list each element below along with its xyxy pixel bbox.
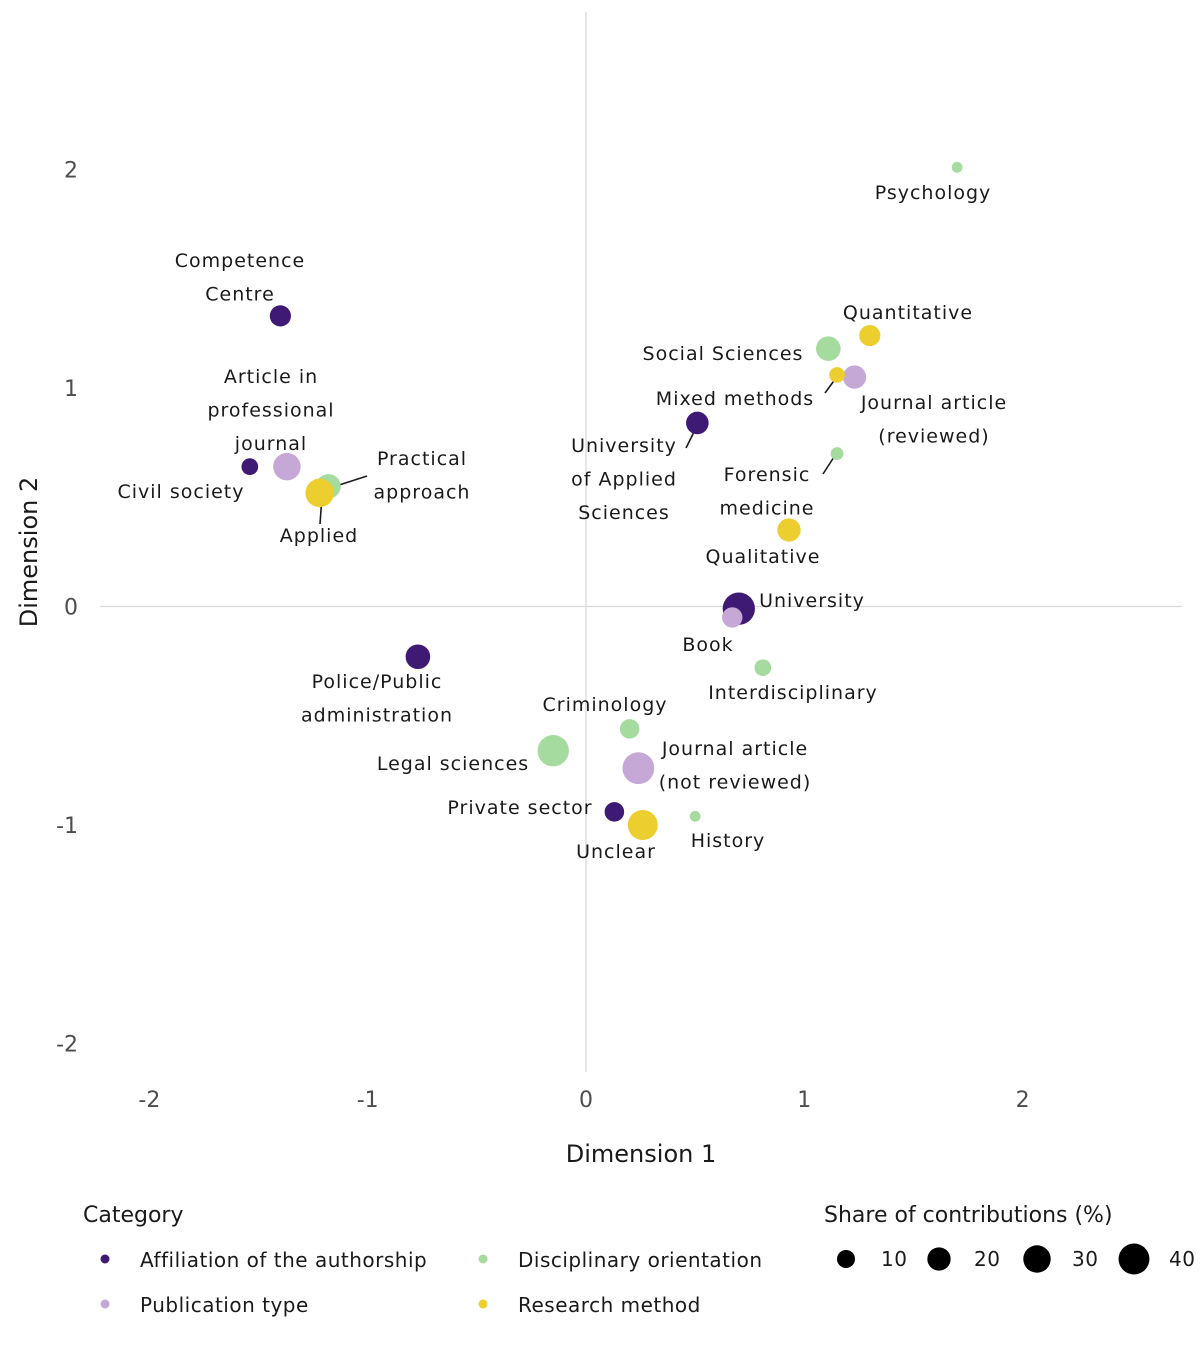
label-private-sector: Private sector [447, 797, 592, 819]
point-qualitative [777, 518, 801, 542]
point-psychology [951, 161, 963, 173]
legend: Category Affiliation of the authorship Di… [83, 1203, 1195, 1317]
label-journal-article-reviewed: Journal article (reviewed) [860, 392, 1007, 448]
y-tick-label: 0 [64, 596, 78, 621]
legend-label-research-method: Research method [518, 1293, 701, 1317]
point-forensic-medicine [830, 447, 844, 460]
label-unclear: Unclear [576, 841, 656, 863]
legend-category-title: Category [83, 1203, 184, 1228]
label-practical-approach: Practical approach [374, 448, 471, 504]
x-tick-label: -2 [138, 1088, 160, 1113]
y-tick-label: 2 [64, 159, 78, 184]
label-legal-sciences: Legal sciences [377, 753, 529, 775]
point-interdisciplinary [754, 659, 772, 677]
y-tick-label: -1 [56, 814, 78, 839]
label-interdisciplinary: Interdisciplinary [708, 682, 878, 704]
label-psychology: Psychology [875, 182, 992, 204]
legend-size-label-40: 40 [1169, 1247, 1195, 1271]
y-tick-label: 1 [64, 377, 78, 402]
point-article-in-professional-journal [273, 452, 301, 481]
legend-size-label-30: 30 [1072, 1247, 1098, 1271]
x-tick-label: 2 [1016, 1088, 1030, 1113]
legend-swatch-research-method [478, 1299, 488, 1309]
legend-size-label-10: 10 [881, 1247, 907, 1271]
point-unclear [627, 810, 658, 840]
x-axis-ticks: -2 -1 0 1 2 [138, 1088, 1029, 1113]
legend-swatch-publication-type [100, 1299, 110, 1309]
legend-size-40 [1118, 1243, 1150, 1275]
point-applied [305, 478, 334, 508]
point-social-sciences [816, 336, 841, 361]
point-quantitative [859, 324, 881, 347]
point-book [722, 607, 743, 628]
label-book: Book [682, 634, 733, 656]
label-criminology: Criminology [542, 694, 667, 716]
point-journal-article-not-reviewed [622, 752, 655, 785]
legend-size-30 [1023, 1245, 1051, 1273]
point-civil-society [241, 458, 259, 476]
legend-category-items: Affiliation of the authorship Disciplinar… [100, 1248, 763, 1317]
point-competence-centre [269, 305, 291, 327]
legend-size-items: 10 20 30 40 [836, 1243, 1195, 1275]
y-tick-label: -2 [56, 1033, 78, 1058]
legend-swatch-disciplinary-orientation [478, 1254, 488, 1264]
label-university-of-applied-sciences: University of Applied Sciences [571, 435, 677, 524]
point-private-sector [604, 802, 625, 822]
point-mixed-methods [829, 367, 845, 383]
point-journal-article-reviewed [842, 365, 867, 389]
x-axis-title: Dimension 1 [566, 1140, 716, 1168]
label-history: History [691, 830, 766, 852]
label-competence-centre: Competence Centre [175, 250, 305, 306]
y-axis-title: Dimension 2 [15, 477, 43, 627]
leader-forensic-medicine [822, 456, 835, 475]
x-tick-label: -1 [357, 1088, 379, 1113]
label-article-in-professional-journal: Article in professional journal [207, 366, 334, 455]
legend-label-affiliation-of-the-authorship: Affiliation of the authorship [140, 1248, 427, 1272]
label-quantitative: Quantitative [843, 302, 973, 324]
legend-size-20 [927, 1247, 951, 1271]
x-tick-label: 0 [579, 1088, 593, 1113]
label-police-public-administration: Police/Public administration [301, 671, 453, 727]
label-qualitative: Qualitative [706, 546, 821, 568]
label-forensic-medicine: Forensic medicine [720, 464, 815, 520]
data-points [241, 161, 963, 840]
point-legal-sciences [537, 735, 569, 767]
point-police-public-administration [405, 644, 431, 670]
legend-swatch-affiliation-of-the-authorship [100, 1254, 110, 1264]
point-university-of-applied-sciences [686, 411, 709, 435]
label-leader-lines [319, 377, 837, 525]
point-history [689, 810, 701, 822]
label-mixed-methods: Mixed methods [656, 388, 814, 410]
label-applied: Applied [280, 525, 358, 547]
point-criminology [619, 719, 640, 739]
label-social-sciences: Social Sciences [643, 343, 804, 365]
reference-lines [100, 12, 1182, 1072]
legend-label-publication-type: Publication type [140, 1293, 309, 1317]
y-axis-ticks: -2 -1 0 1 2 [56, 159, 78, 1058]
legend-label-disciplinary-orientation: Disciplinary orientation [518, 1248, 763, 1272]
point-labels: Competence Centre Civil society University o… [117, 182, 1007, 863]
legend-size-title: Share of contributions (%) [824, 1203, 1113, 1228]
label-journal-article-not-reviewed: Journal article (not reviewed) [659, 738, 812, 794]
label-civil-society: Civil society [117, 481, 244, 503]
x-tick-label: 1 [797, 1088, 811, 1113]
label-university: University [759, 590, 865, 612]
legend-size-label-20: 20 [974, 1247, 1000, 1271]
legend-size-10 [836, 1249, 856, 1269]
